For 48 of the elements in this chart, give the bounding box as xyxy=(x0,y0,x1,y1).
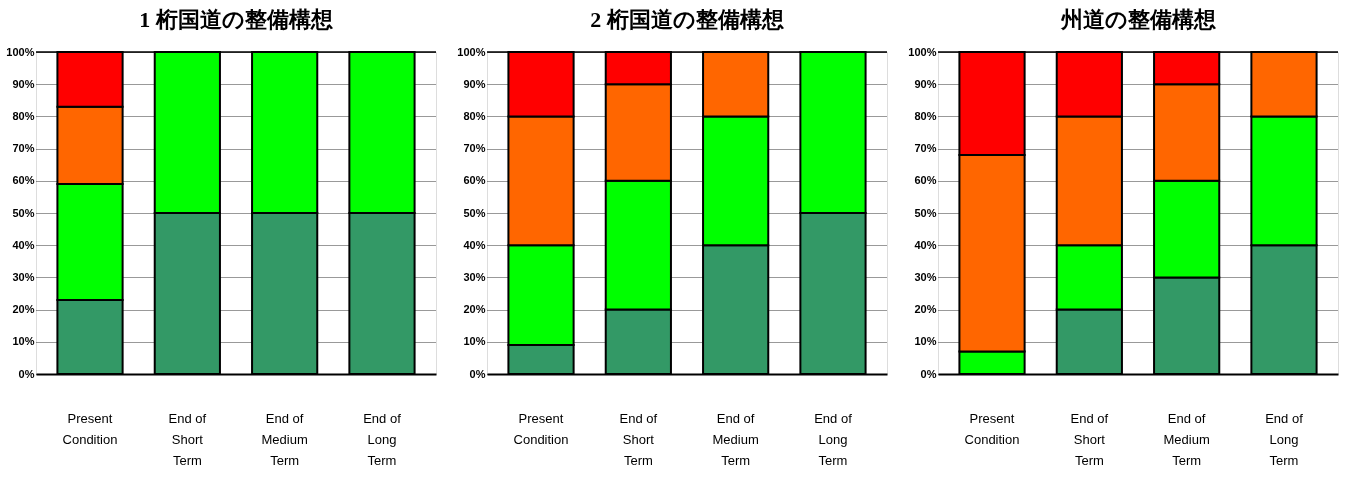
x-tick-label: Present Condition xyxy=(964,410,1020,447)
x-tick-label: End of Medium Term xyxy=(712,410,759,468)
y-tick-label: 0% xyxy=(18,367,35,380)
y-tick-label: 100% xyxy=(6,45,35,58)
y-tick-label: 0% xyxy=(469,367,486,380)
y-tick-label: 20% xyxy=(914,303,937,316)
y-tick-label: 10% xyxy=(914,335,937,348)
chart-title: 州道の整備構想 xyxy=(1059,7,1216,32)
y-tick-label: 0% xyxy=(920,367,937,380)
y-tick-label: 80% xyxy=(463,109,486,122)
y-tick-label: 30% xyxy=(463,270,486,283)
x-tick-label: End of Short Term xyxy=(619,410,658,468)
y-tick-label: 70% xyxy=(12,142,35,155)
x-tick-label: End of Medium Term xyxy=(261,410,308,468)
y-tick-label: 50% xyxy=(12,206,35,219)
y-tick-label: 90% xyxy=(463,77,486,90)
y-tick-label: 60% xyxy=(914,174,937,187)
x-tick-label: Present Condition xyxy=(513,410,569,447)
y-tick-label: 100% xyxy=(908,45,937,58)
y-tick-label: 50% xyxy=(463,206,486,219)
x-tick-label: Present Condition xyxy=(62,410,118,447)
y-tick-label: 20% xyxy=(463,303,486,316)
x-tick-label: End of Short Term xyxy=(1070,410,1109,468)
chart-title: 1 桁国道の整備構想 xyxy=(139,7,333,32)
y-tick-label: 40% xyxy=(914,238,937,251)
y-tick-label: 40% xyxy=(463,238,486,251)
y-tick-label: 90% xyxy=(914,77,937,90)
x-tick-label: End of Short Term xyxy=(168,410,207,468)
y-tick-label: 80% xyxy=(12,109,35,122)
y-tick-label: 10% xyxy=(463,335,486,348)
y-tick-label: 30% xyxy=(12,270,35,283)
y-tick-label: 30% xyxy=(914,270,937,283)
x-tick-label: End of Medium Term xyxy=(1163,410,1210,468)
y-tick-label: 60% xyxy=(12,174,35,187)
x-tick-label: End of Long Term xyxy=(363,410,402,468)
x-tick-label: End of Long Term xyxy=(814,410,853,468)
x-tick-label: End of Long Term xyxy=(1265,410,1304,468)
y-tick-label: 60% xyxy=(463,174,486,187)
y-tick-label: 40% xyxy=(12,238,35,251)
y-tick-label: 90% xyxy=(12,77,35,90)
chart-title: 2 桁国道の整備構想 xyxy=(590,7,784,32)
y-tick-label: 70% xyxy=(914,142,937,155)
y-tick-label: 80% xyxy=(914,109,937,122)
y-tick-label: 100% xyxy=(457,45,486,58)
y-tick-label: 10% xyxy=(12,335,35,348)
y-tick-label: 70% xyxy=(463,142,486,155)
y-tick-label: 50% xyxy=(914,206,937,219)
y-tick-label: 20% xyxy=(12,303,35,316)
